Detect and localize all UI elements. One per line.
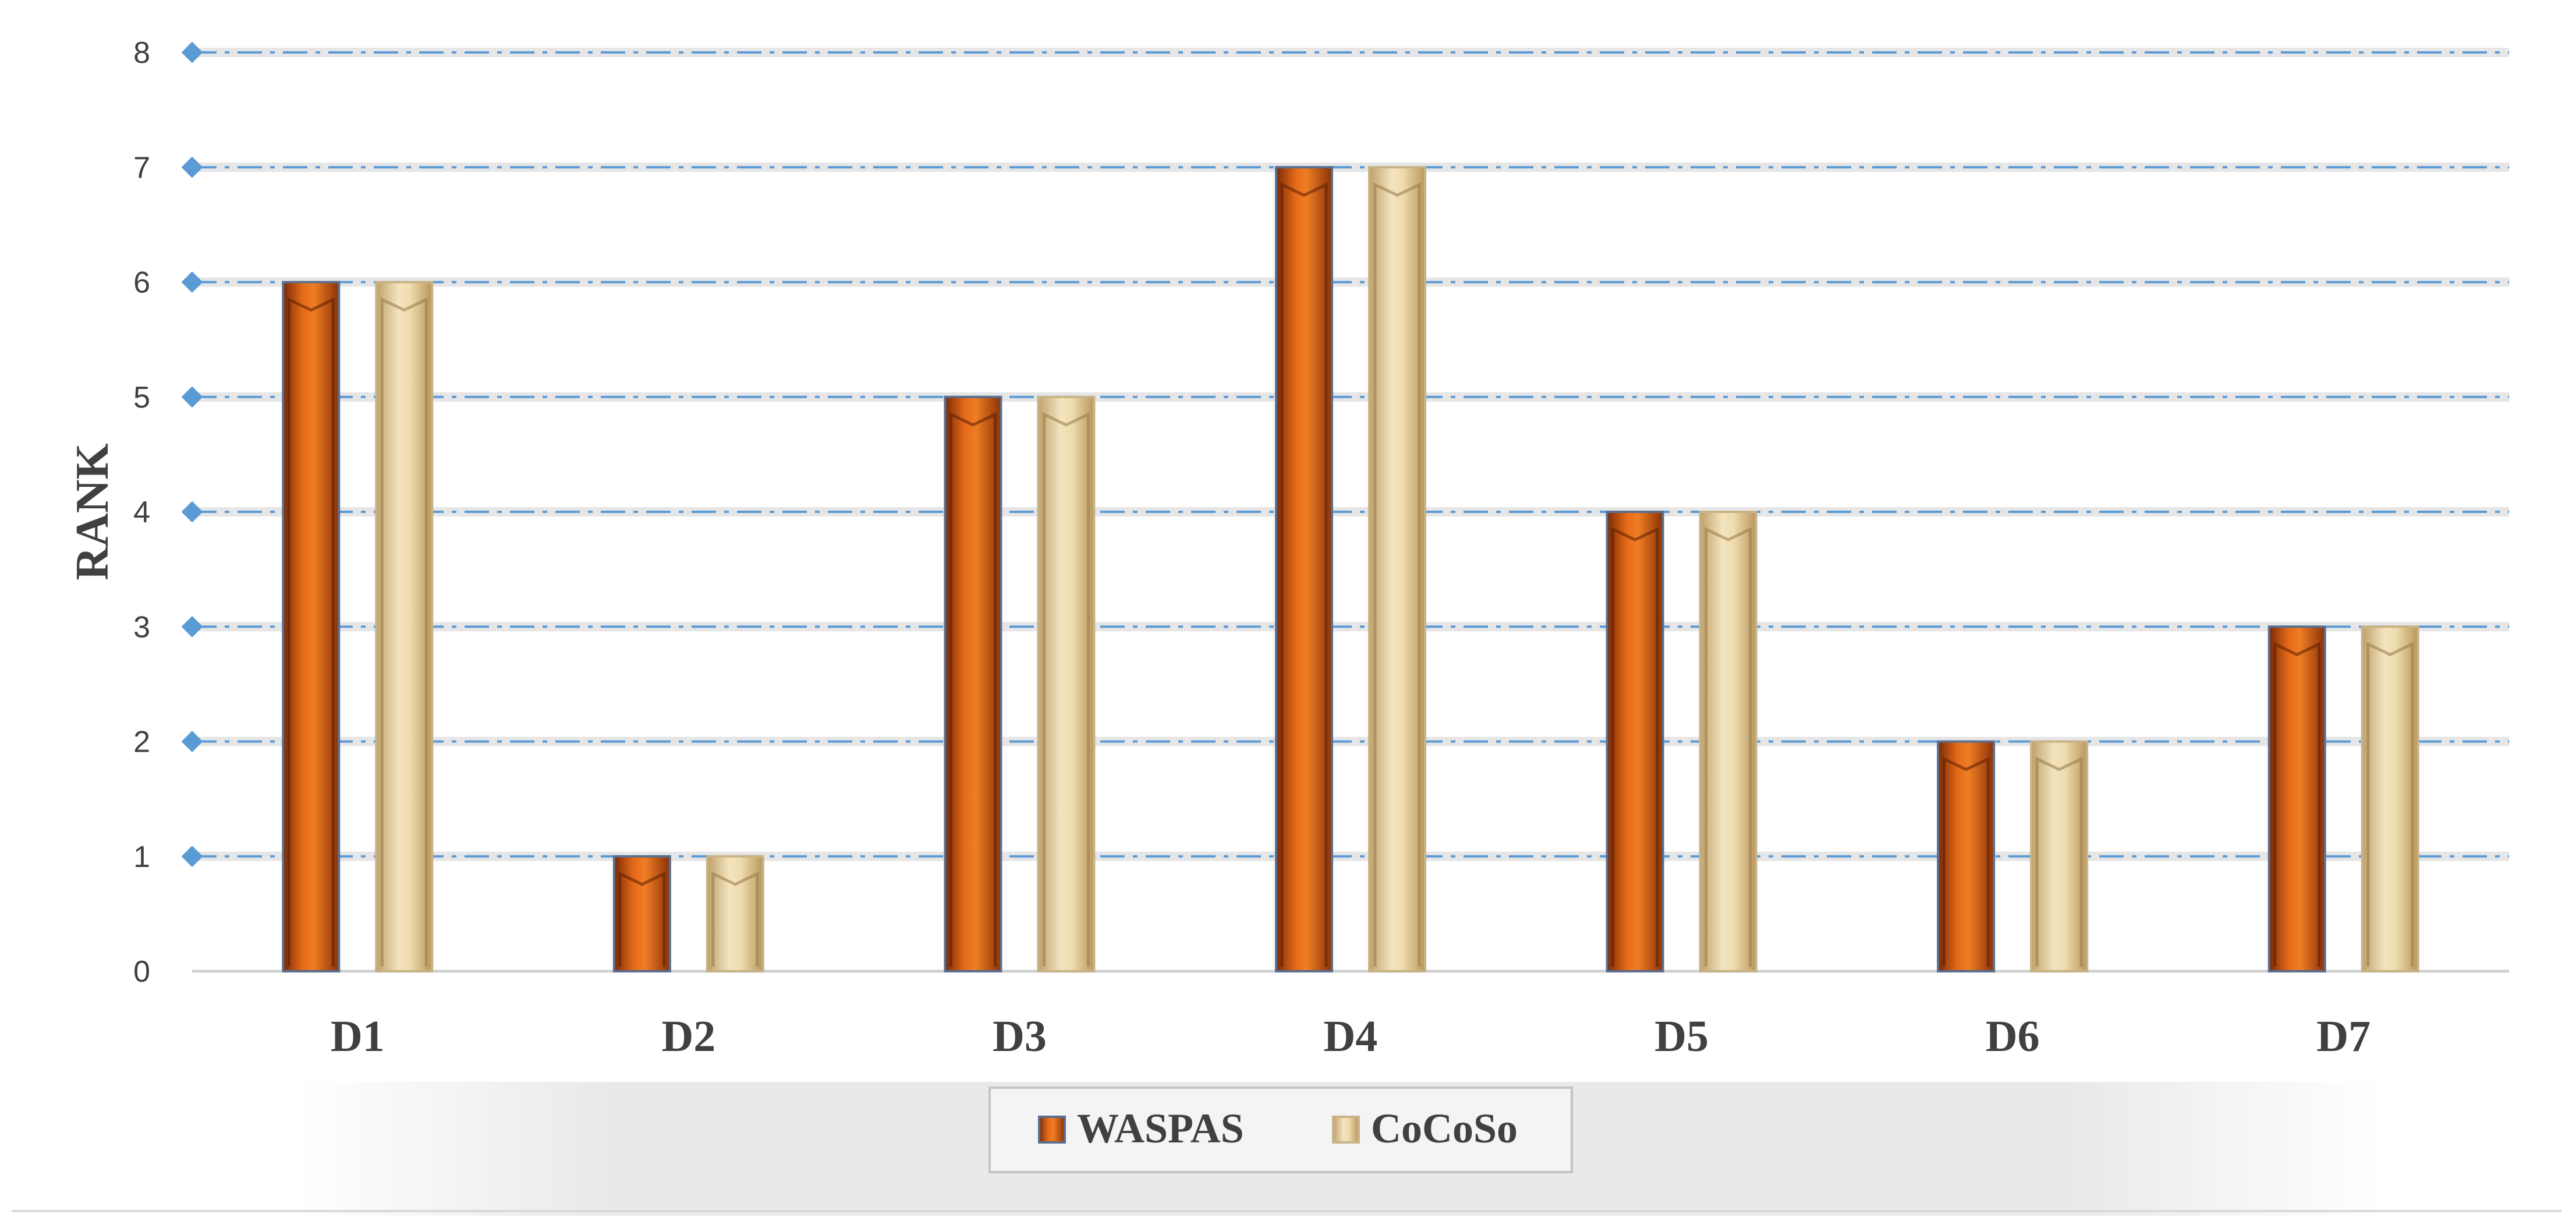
y-tick-label: 4 — [133, 496, 150, 529]
legend-swatch-waspas — [1038, 1116, 1066, 1144]
bar-bevel — [1942, 756, 1990, 967]
bar-cocoso-d5 — [1699, 511, 1758, 972]
y-tick-marker — [181, 41, 203, 63]
y-tick-label: 0 — [133, 955, 150, 989]
bar-body — [1368, 166, 1426, 972]
bar-cocoso-d3 — [1037, 395, 1096, 972]
bar-bevel — [1705, 527, 1752, 967]
bar-cocoso-d4 — [1368, 166, 1426, 972]
bar-bevel — [2366, 642, 2414, 967]
bars — [282, 166, 2419, 972]
x-category-label: D7 — [2316, 1012, 2371, 1061]
bar-waspas-d5 — [1606, 511, 1664, 972]
bar-waspas-d1 — [282, 281, 341, 972]
bar-body — [2361, 625, 2419, 972]
y-tick-label: 5 — [133, 381, 150, 415]
bar-waspas-d3 — [944, 395, 1002, 972]
y-tick-marker — [181, 386, 203, 408]
x-category-label: D2 — [661, 1012, 715, 1061]
bar-body — [2030, 740, 2089, 972]
bar-waspas-d2 — [612, 855, 671, 972]
x-category-label: D6 — [1986, 1012, 2040, 1061]
bar-bevel — [1280, 182, 1328, 967]
bar-body — [375, 281, 434, 972]
x-category-label: D5 — [1654, 1012, 1709, 1061]
bar-body — [1606, 511, 1664, 972]
bar-body — [1699, 511, 1758, 972]
y-axis-title: RANK — [67, 443, 118, 581]
bar-body — [1037, 395, 1096, 972]
y-tick-label: 3 — [133, 610, 150, 644]
bar-bevel — [711, 871, 759, 967]
bar-bevel — [1611, 527, 1659, 967]
y-tick-label: 8 — [133, 36, 150, 70]
y-tick-label: 2 — [133, 726, 150, 759]
bar-waspas-d6 — [1937, 740, 1996, 972]
y-tick-label: 7 — [133, 151, 150, 185]
bar-bevel — [380, 297, 428, 967]
bar-cocoso-d7 — [2361, 625, 2419, 972]
legend-label-cocoso: CoCoSo — [1371, 1105, 1518, 1152]
bar-waspas-d7 — [2267, 625, 2326, 972]
x-category-label: D3 — [993, 1012, 1047, 1061]
y-tick-marker — [181, 731, 203, 752]
bar-bevel — [1373, 182, 1421, 967]
bar-cocoso-d1 — [375, 281, 434, 972]
legend: WASPAS CoCoSo — [12, 1082, 2561, 1216]
legend-swatch-cocoso — [1332, 1116, 1360, 1144]
x-category-label: D4 — [1324, 1012, 1378, 1061]
x-category-label: D1 — [331, 1012, 385, 1061]
bar-body — [2267, 625, 2326, 972]
y-tick-label: 1 — [133, 840, 150, 874]
bar-bevel — [2035, 756, 2083, 967]
gridlines — [192, 48, 2509, 861]
y-tick-marker — [181, 615, 203, 638]
bar-body — [282, 281, 341, 972]
labels: 0 1 2 3 4 5 6 7 8 RANK D1 D2 D3 D4 D5 D6 D7 — [67, 36, 2371, 1061]
bar-body — [1275, 166, 1333, 972]
y-tick-marker — [181, 501, 203, 523]
bar-body — [944, 395, 1002, 972]
legend-label-waspas: WASPAS — [1077, 1105, 1244, 1152]
axes — [181, 41, 2509, 973]
bar-body — [1937, 740, 1996, 972]
y-tick-marker — [181, 156, 203, 178]
bar-cocoso-d6 — [2030, 740, 2089, 972]
bar-bevel — [949, 412, 997, 967]
bar-bevel — [2273, 642, 2321, 967]
bar-bevel — [1042, 412, 1090, 967]
bar-bevel — [618, 871, 666, 967]
y-tick-marker — [181, 845, 203, 868]
bar-waspas-d4 — [1275, 166, 1333, 972]
y-tick-marker — [181, 271, 203, 293]
y-tick-label: 6 — [133, 266, 150, 300]
legend-box — [988, 1087, 1573, 1173]
bar-cocoso-d2 — [706, 855, 764, 972]
bar-bevel — [287, 297, 335, 967]
